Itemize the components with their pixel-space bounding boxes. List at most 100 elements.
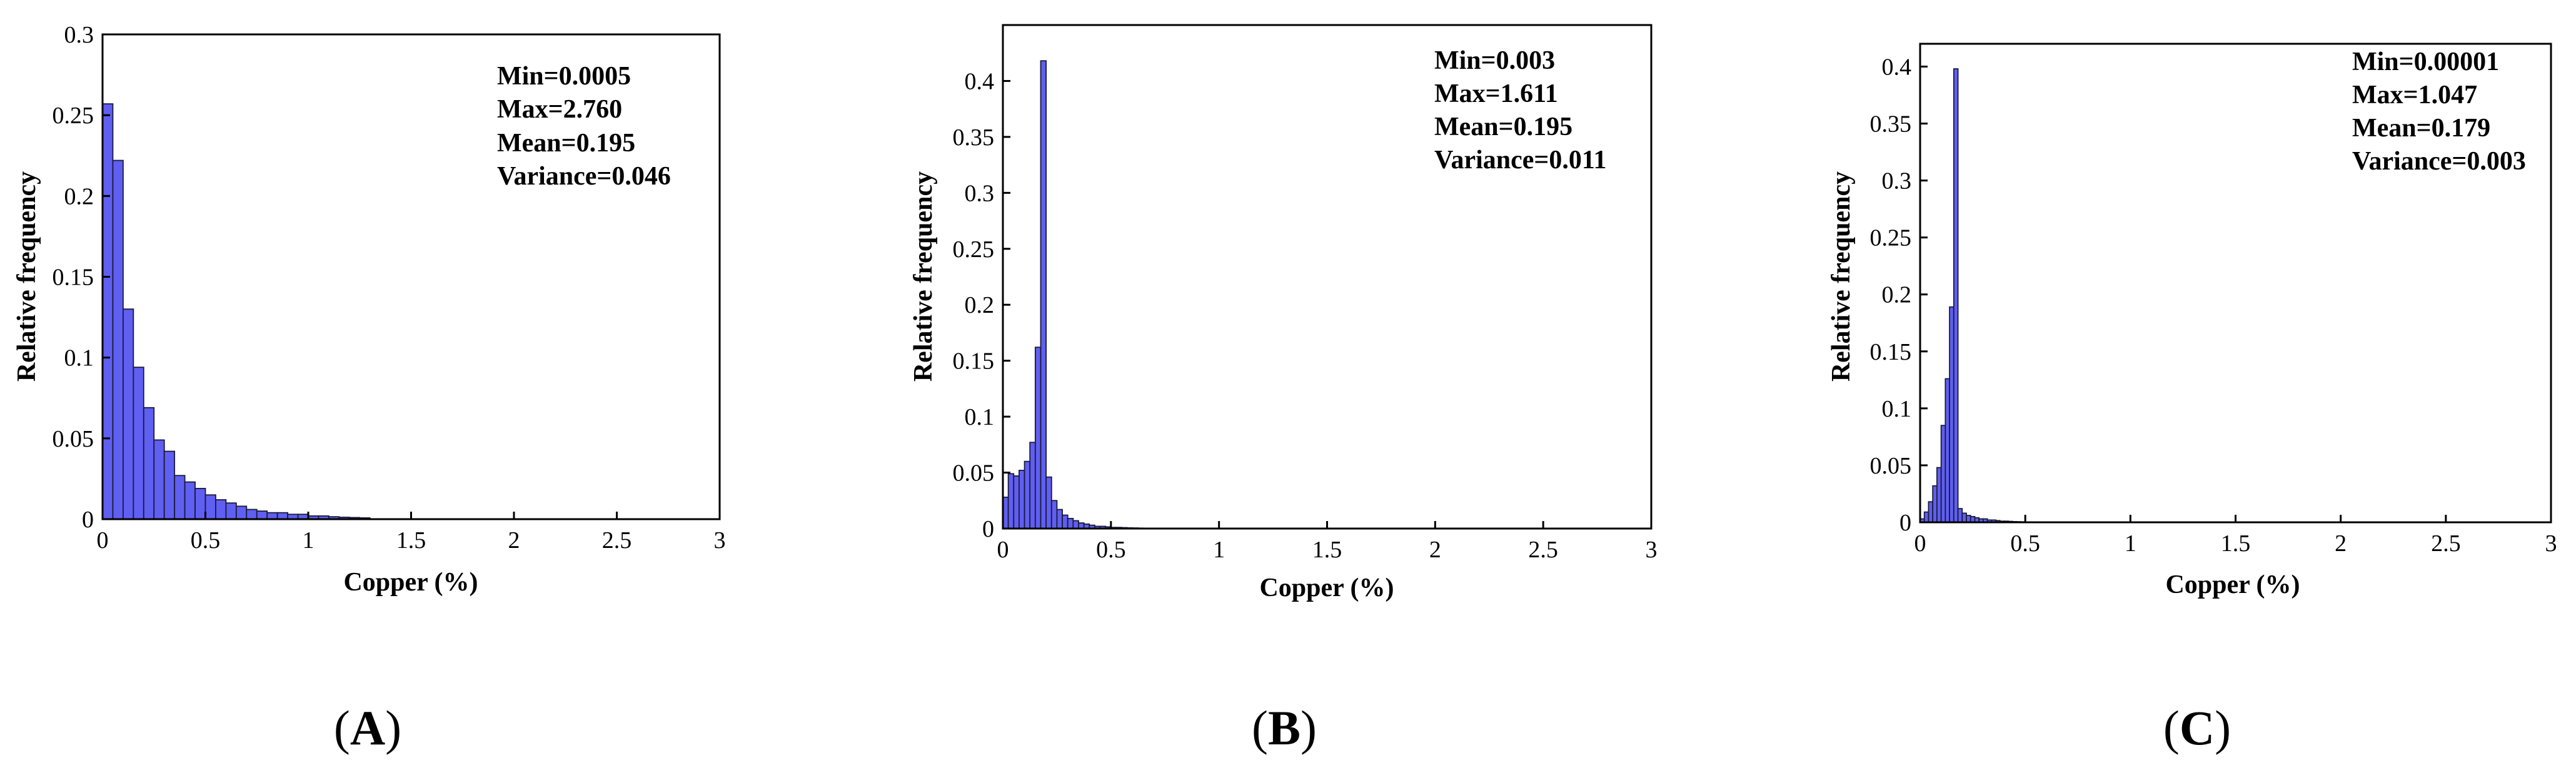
y-tick-label-a-5: 0.25 <box>53 103 94 129</box>
stats-variance-b: Variance=0.011 <box>1434 146 1607 175</box>
plot-frame-c <box>1919 43 2552 524</box>
y-tick-label-b-1: 0.05 <box>953 460 995 487</box>
bar-b-12 <box>1067 518 1074 529</box>
stats-mean-c: Mean=0.179 <box>2352 114 2490 143</box>
bar-c-6 <box>1945 378 1950 523</box>
y-tick-label-c-8: 0.4 <box>1882 54 1912 80</box>
x-tick-labels-a: 0 0.5 1 1.5 2 2.5 3 <box>97 527 726 554</box>
panel-label-c: (C) <box>2163 701 2231 755</box>
y-axis-label-a: Relative frequency <box>13 171 41 382</box>
x-tick-label-c-0: 0 <box>1914 530 1926 557</box>
y-tick-label-b-7: 0.35 <box>953 124 995 151</box>
stats-mean-b: Mean=0.195 <box>1434 113 1572 141</box>
bar-b-6 <box>1034 347 1042 529</box>
y-tick-label-a-3: 0.15 <box>53 265 94 291</box>
bar-a-17 <box>276 512 288 520</box>
bar-c-11 <box>1966 515 1971 523</box>
bar-a-11 <box>215 499 227 520</box>
plot-frame-b <box>1002 24 1653 530</box>
stats-variance-a: Variance=0.046 <box>497 162 671 191</box>
y-tick-labels-b: 0 0.05 0.1 0.15 0.2 0.25 0.3 0.35 0.4 <box>953 68 995 542</box>
bar-c-8 <box>1953 68 1959 523</box>
stats-box-a: Min=0.0005 Max=2.760 Mean=0.195 Variance… <box>497 62 671 191</box>
bar-c-9 <box>1957 508 1963 523</box>
y-tick-label-a-2: 0.1 <box>64 345 94 372</box>
x-tick-labels-c: 0 0.5 1 1.5 2 2.5 3 <box>1914 530 2557 557</box>
bar-a-14 <box>246 509 258 520</box>
bar-a-9 <box>194 488 206 520</box>
panel-label-a: (A) <box>334 701 401 755</box>
y-tick-label-a-6: 0.3 <box>64 22 94 48</box>
bar-a-5 <box>153 439 165 520</box>
bar-b-5 <box>1029 442 1036 529</box>
panel-a: 0 0.5 1 1.5 2 2.5 3 0 0.05 0.1 0.15 0.2 0.25 0.3 Cop… <box>13 22 726 755</box>
y-tick-labels-a: 0 0.05 0.1 0.15 0.2 0.25 0.3 <box>53 22 94 533</box>
x-tick-label-b-0: 0 <box>997 537 1009 563</box>
stats-variance-c: Variance=0.003 <box>2352 147 2526 176</box>
bar-b-1 <box>1007 473 1015 529</box>
bar-a-12 <box>225 502 237 520</box>
histogram-bars-c <box>1919 68 2026 523</box>
y-tick-labels-c: 0 0.05 0.1 0.15 0.2 0.25 0.3 0.35 0.4 <box>1870 54 1912 536</box>
bar-c-2 <box>1928 501 1934 523</box>
y-tick-label-b-6: 0.3 <box>965 180 995 206</box>
stats-max-c: Max=1.047 <box>2352 81 2477 109</box>
stats-min-a: Min=0.0005 <box>497 62 631 91</box>
x-tick-label-b-5: 2.5 <box>1528 537 1558 563</box>
bar-a-3 <box>133 367 144 520</box>
stats-min-b: Min=0.003 <box>1434 46 1555 75</box>
stats-box-c: Min=0.00001 Max=1.047 Mean=0.179 Varianc… <box>2352 48 2526 176</box>
bar-c-3 <box>1932 485 1938 523</box>
histogram-bars-b <box>1002 60 1166 529</box>
bar-c-10 <box>1961 512 1967 523</box>
bar-a-7 <box>174 475 186 520</box>
panel-b: 0 0.5 1 1.5 2 2.5 3 0 0.05 0.1 0.15 0.2 0.25 0.3 0.35… <box>909 24 1658 755</box>
bar-a-6 <box>163 450 176 520</box>
y-tick-label-c-6: 0.3 <box>1882 168 1912 195</box>
bar-c-1 <box>1923 511 1929 523</box>
bar-a-0 <box>102 103 114 520</box>
y-tick-label-b-0: 0 <box>982 516 994 542</box>
x-tick-label-c-1: 0.5 <box>2010 530 2040 557</box>
x-tick-label-c-4: 2 <box>2335 530 2347 557</box>
panel-letter-a: A <box>350 701 385 755</box>
bar-c-4 <box>1936 467 1942 523</box>
x-tick-labels-b: 0 0.5 1 1.5 2 2.5 3 <box>997 537 1658 563</box>
x-axis-label-c: Copper (%) <box>2165 570 2300 599</box>
x-tick-label-c-6: 3 <box>2545 530 2557 557</box>
bar-b-13 <box>1072 520 1079 529</box>
panel-letter-b: B <box>1268 701 1301 755</box>
bar-a-15 <box>256 510 268 520</box>
y-tick-label-b-8: 0.4 <box>965 68 995 94</box>
y-tick-label-c-7: 0.35 <box>1870 111 1912 138</box>
bar-a-10 <box>204 494 216 520</box>
x-axis-label-b: Copper (%) <box>1259 574 1394 602</box>
y-tick-label-a-4: 0.2 <box>64 183 94 210</box>
stats-box-b: Min=0.003 Max=1.611 Mean=0.195 Variance=… <box>1434 46 1607 175</box>
x-tick-label-a-3: 1.5 <box>396 527 426 554</box>
x-tick-label-b-2: 1 <box>1213 537 1225 563</box>
x-tick-label-b-4: 2 <box>1429 537 1441 563</box>
plot-frame-a <box>101 33 721 520</box>
stats-max-a: Max=2.760 <box>497 95 622 124</box>
bar-b-9 <box>1050 500 1058 529</box>
y-tick-label-c-2: 0.1 <box>1882 396 1912 422</box>
bar-a-4 <box>143 407 155 520</box>
histogram-bars-a <box>102 103 371 520</box>
x-tick-label-a-0: 0 <box>97 527 109 554</box>
stats-mean-a: Mean=0.195 <box>497 129 635 158</box>
y-tick-label-b-2: 0.1 <box>965 404 995 430</box>
x-tick-label-b-6: 3 <box>1646 537 1658 563</box>
bar-a-2 <box>122 308 134 520</box>
bar-b-10 <box>1056 509 1063 529</box>
y-tick-label-a-1: 0.05 <box>53 426 94 452</box>
bar-b-7 <box>1040 60 1047 529</box>
y-axis-label-b: Relative frequency <box>909 171 938 382</box>
stats-min-c: Min=0.00001 <box>2352 48 2499 76</box>
x-tick-label-a-4: 2 <box>508 527 520 554</box>
bar-b-11 <box>1062 514 1069 529</box>
y-tick-label-a-0: 0 <box>82 507 94 533</box>
x-tick-label-c-2: 1 <box>2125 530 2136 557</box>
panel-label-b: (B) <box>1252 701 1317 755</box>
bar-a-16 <box>266 512 278 520</box>
